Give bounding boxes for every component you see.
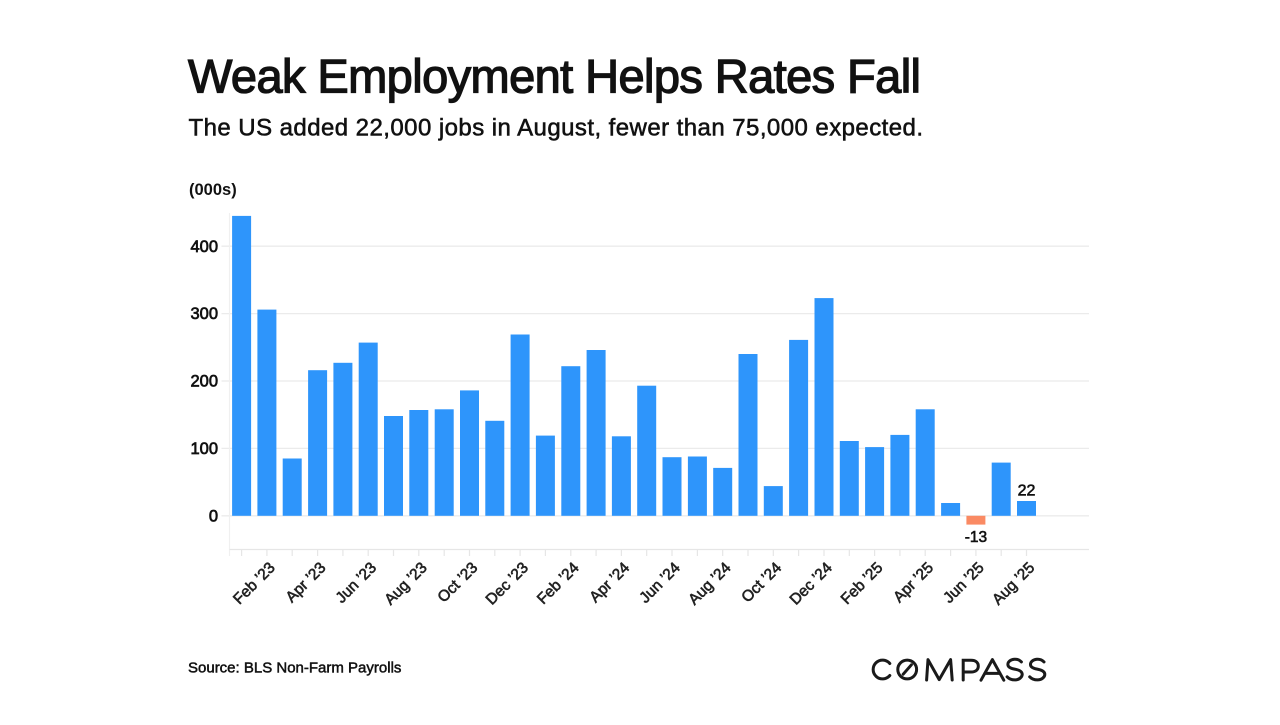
svg-text:400: 400 xyxy=(190,238,218,256)
svg-text:Source: BLS Non-Farm Payrolls: Source: BLS Non-Farm Payrolls xyxy=(188,660,401,677)
svg-text:-13: -13 xyxy=(965,529,987,546)
svg-text:0: 0 xyxy=(209,507,218,525)
svg-text:Weak Employment Helps Rates Fa: Weak Employment Helps Rates Fall xyxy=(188,50,921,103)
svg-text:(000s): (000s) xyxy=(189,181,237,199)
svg-text:The US added 22,000 jobs in Au: The US added 22,000 jobs in August, fewe… xyxy=(189,115,924,142)
svg-text:22: 22 xyxy=(1018,483,1036,500)
svg-text:100: 100 xyxy=(190,440,218,458)
svg-text:200: 200 xyxy=(190,373,218,391)
svg-text:300: 300 xyxy=(190,305,218,323)
